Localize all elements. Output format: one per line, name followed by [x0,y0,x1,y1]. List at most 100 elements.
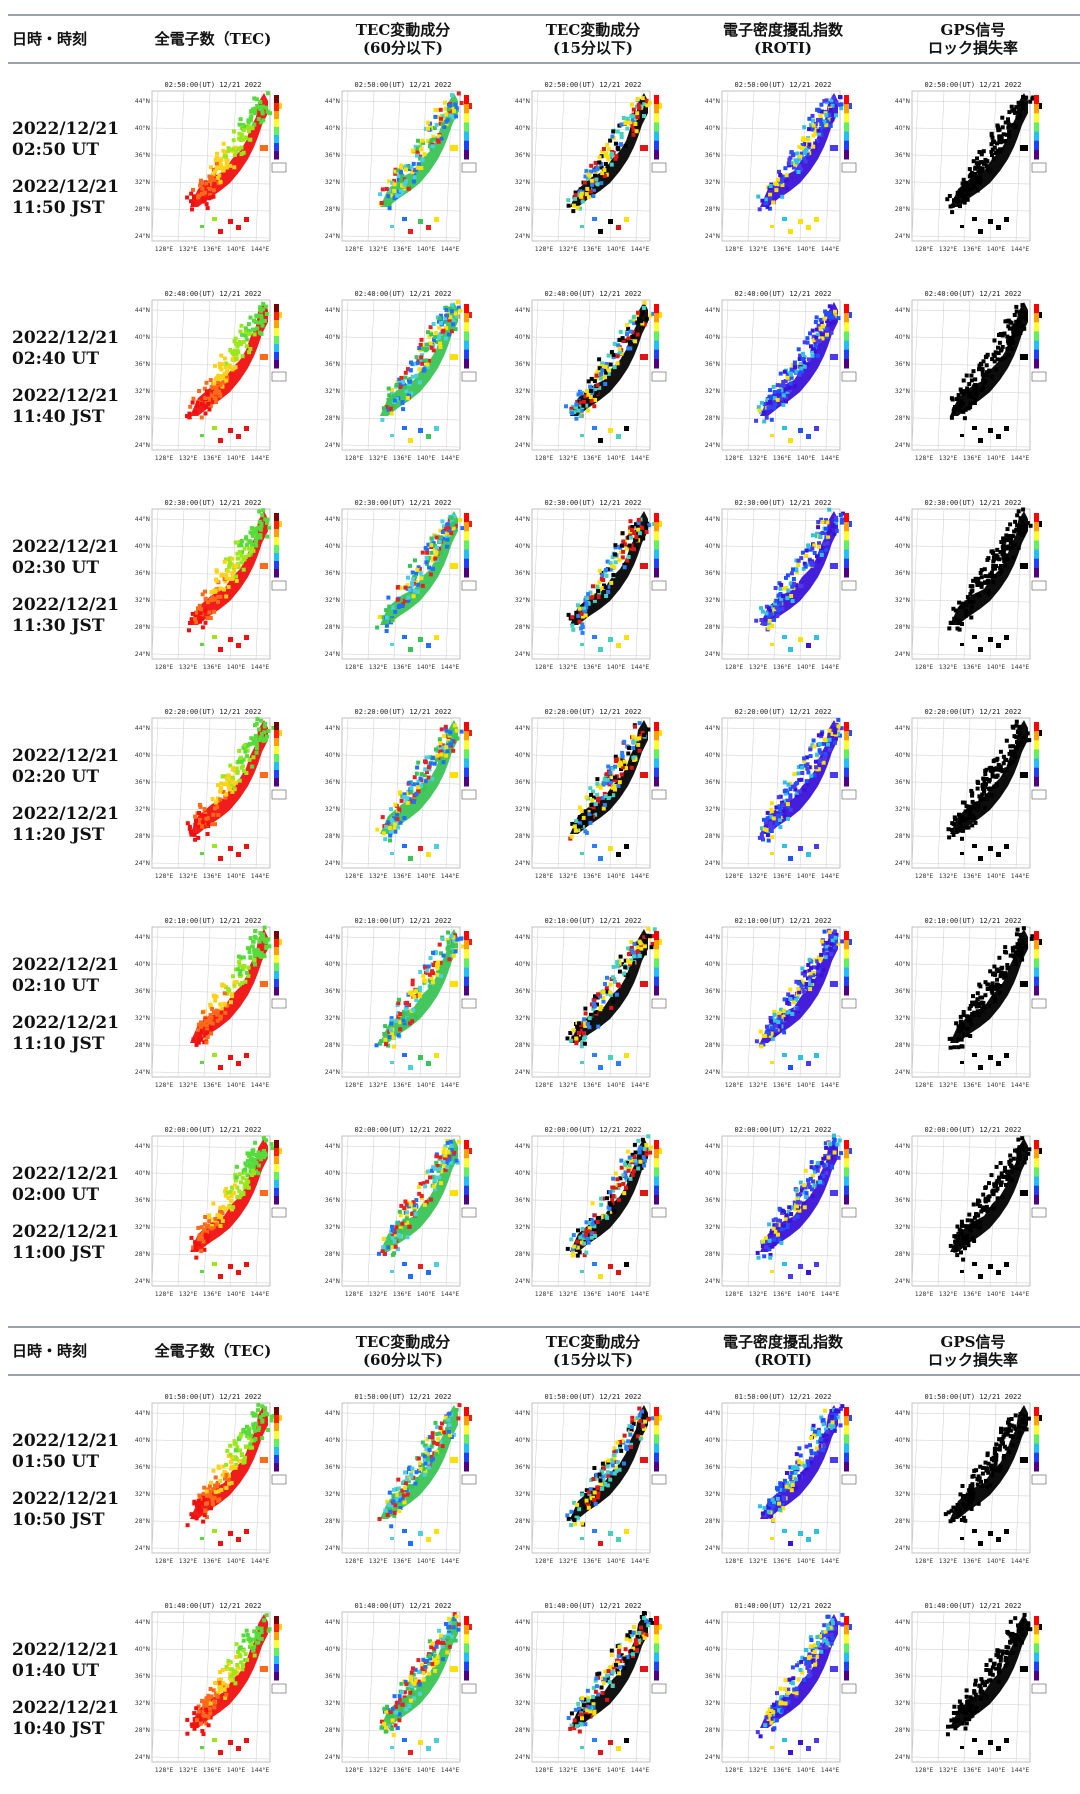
data-points [189,1135,282,1279]
lat-tick: 36°N [705,570,720,577]
lon-tick: 144°E [631,1558,649,1565]
lon-tick: 136°E [963,1767,981,1774]
lon-tick: 136°E [583,246,601,253]
table-row: 2022/12/21 02:10 UT 2022/12/21 11:10 JST 02:… [8,900,1080,1109]
lon-tick: 136°E [203,1082,221,1089]
lat-tick: 44°N [515,516,530,523]
colorbar [841,930,857,1008]
lat-tick: 44°N [895,1619,910,1626]
lat-tick: 28°N [895,1251,910,1258]
lon-tick: 144°E [1011,1558,1029,1565]
map-title: 02:20:00(UT) 12/21 2022 [165,708,262,716]
lat-tick: 24°N [705,651,720,658]
lat-tick: 40°N [705,961,720,968]
lat-tick: 28°N [325,1042,340,1049]
lat-tick: 44°N [895,307,910,314]
lat-tick: 24°N [515,1545,530,1552]
lon-tick: 136°E [203,1291,221,1298]
map-title: 02:10:00(UT) 12/21 2022 [735,917,832,925]
lat-tick: 28°N [895,624,910,631]
map-tec: 02:30:00(UT) 12/21 2022 44°N 40°N 36°N 32°N 2… [135,499,287,671]
lat-tick: 28°N [515,206,530,213]
lon-tick: 128°E [155,1558,173,1565]
lon-tick: 128°E [725,1082,743,1089]
lat-tick: 40°N [705,125,720,132]
jst-date: 2022/12/21 [12,1697,120,1718]
lon-tick: 128°E [535,455,553,462]
map-cell: 02:00:00(UT) 12/21 2022 44°N 40°N 36°N 32°N 2… [118,1109,308,1318]
map-title: 02:40:00(UT) 12/21 2022 [165,290,262,298]
lat-tick: 32°N [895,1491,910,1498]
lon-tick: 128°E [535,873,553,880]
lon-tick: 136°E [773,873,791,880]
map-cell: 02:30:00(UT) 12/21 2022 44°N 40°N 36°N 32°N 2… [118,482,308,691]
colorbar [1031,930,1047,1008]
lon-tick: 132°E [559,664,577,671]
lat-tick: 32°N [135,388,150,395]
map-title: 02:40:00(UT) 12/21 2022 [925,290,1022,298]
lon-tick: 140°E [797,1291,815,1298]
datetime-label: 2022/12/21 02:00 UT 2022/12/21 11:00 JST [8,1164,119,1264]
lon-tick: 136°E [583,1767,601,1774]
lon-tick: 128°E [725,1558,743,1565]
lat-tick: 28°N [705,1251,720,1258]
lon-tick: 136°E [393,246,411,253]
lon-tick: 132°E [559,455,577,462]
lat-tick: 44°N [705,725,720,732]
lat-tick: 28°N [325,415,340,422]
lat-tick: 28°N [135,833,150,840]
lat-tick: 32°N [135,806,150,813]
lat-tick: 24°N [705,442,720,449]
lat-tick: 40°N [705,1437,720,1444]
lat-tick: 32°N [895,1224,910,1231]
lon-tick: 128°E [155,664,173,671]
lon-tick: 140°E [607,246,625,253]
lat-tick: 44°N [135,307,150,314]
lon-tick: 132°E [939,873,957,880]
jst-time: 11:30 JST [12,615,105,636]
lon-tick: 144°E [251,1082,269,1089]
lon-tick: 144°E [1011,455,1029,462]
lon-tick: 132°E [369,246,387,253]
lon-tick: 128°E [345,873,363,880]
lat-tick: 40°N [325,1646,340,1653]
map-title: 02:00:00(UT) 12/21 2022 [735,1126,832,1134]
map-title: 02:40:00(UT) 12/21 2022 [545,290,642,298]
datetime-label: 2022/12/21 02:40 UT 2022/12/21 11:40 JST [8,328,119,428]
lat-tick: 24°N [325,1278,340,1285]
map-title: 01:40:00(UT) 12/21 2022 [545,1602,642,1610]
colorbar [271,94,287,172]
map-title: 01:40:00(UT) 12/21 2022 [355,1602,452,1610]
lat-tick: 24°N [325,651,340,658]
lat-tick: 40°N [515,1437,530,1444]
lon-tick: 144°E [251,1558,269,1565]
lon-tick: 144°E [441,455,459,462]
table-header: 日時・時刻 全電子数（TEC) TEC変動成分 (60分以下) TEC変動成分 (15… [8,1326,1080,1376]
lat-tick: 40°N [135,752,150,759]
lat-tick: 40°N [515,125,530,132]
lat-tick: 28°N [135,624,150,631]
map-tec60: 02:10:00(UT) 12/21 2022 44°N 40°N 36°N 32°N 2… [325,917,477,1089]
lat-tick: 32°N [515,806,530,813]
lat-tick: 28°N [325,1518,340,1525]
colorbar [1031,1615,1047,1693]
japan-landmass [380,301,458,416]
lat-tick: 44°N [135,1410,150,1417]
lat-tick: 32°N [705,1700,720,1707]
lat-tick: 40°N [705,334,720,341]
jst-time: 11:10 JST [12,1033,105,1054]
lat-tick: 36°N [325,988,340,995]
colorbar [1031,94,1047,172]
ut-time: 02:10 UT [12,975,99,996]
lat-tick: 28°N [705,415,720,422]
lon-tick: 136°E [963,873,981,880]
data-points [755,1612,852,1755]
map-tec15: 02:10:00(UT) 12/21 2022 44°N 40°N 36°N 32°N 2… [515,917,667,1089]
lon-tick: 136°E [393,1082,411,1089]
lon-tick: 144°E [1011,1082,1029,1089]
lon-tick: 128°E [915,1082,933,1089]
colorbar [1031,512,1047,590]
lon-tick: 128°E [345,1558,363,1565]
lon-tick: 136°E [963,246,981,253]
map-title: 02:20:00(UT) 12/21 2022 [925,708,1022,716]
